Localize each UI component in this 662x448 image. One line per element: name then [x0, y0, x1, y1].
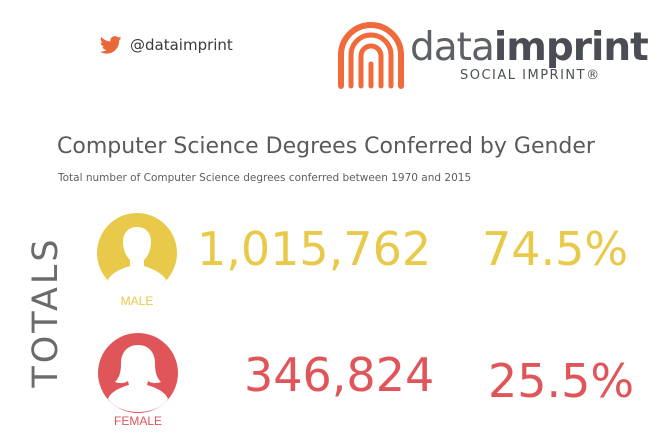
female-count-value: 346,824 [244, 352, 434, 398]
female-share-value: 25.5% [488, 358, 634, 404]
twitter-handle[interactable]: @dataimprint [100, 36, 233, 54]
female-label: FEMALE [114, 414, 162, 428]
male-share-value: 74.5% [482, 226, 628, 272]
female-avatar-icon: FEMALE [96, 333, 180, 429]
twitter-handle-text: @dataimprint [130, 36, 233, 54]
male-count-value: 1,015,762 [197, 226, 431, 272]
twitter-bird-icon [100, 36, 122, 54]
male-label: MALE [121, 294, 154, 308]
totals-label: TOTALS [26, 236, 66, 387]
brand-tagline: SOCIAL IMPRINT® [460, 68, 601, 83]
chart-title: Computer Science Degrees Conferred by Ge… [57, 134, 595, 159]
dataimprint-logo [336, 20, 406, 90]
male-avatar-icon: MALE [96, 213, 178, 309]
brand-name-bold: imprint [494, 25, 648, 70]
chart-subtitle: Total number of Computer Science degrees… [58, 172, 471, 184]
brand-name-light: data [410, 25, 494, 70]
brand-name: dataimprint [410, 28, 648, 67]
